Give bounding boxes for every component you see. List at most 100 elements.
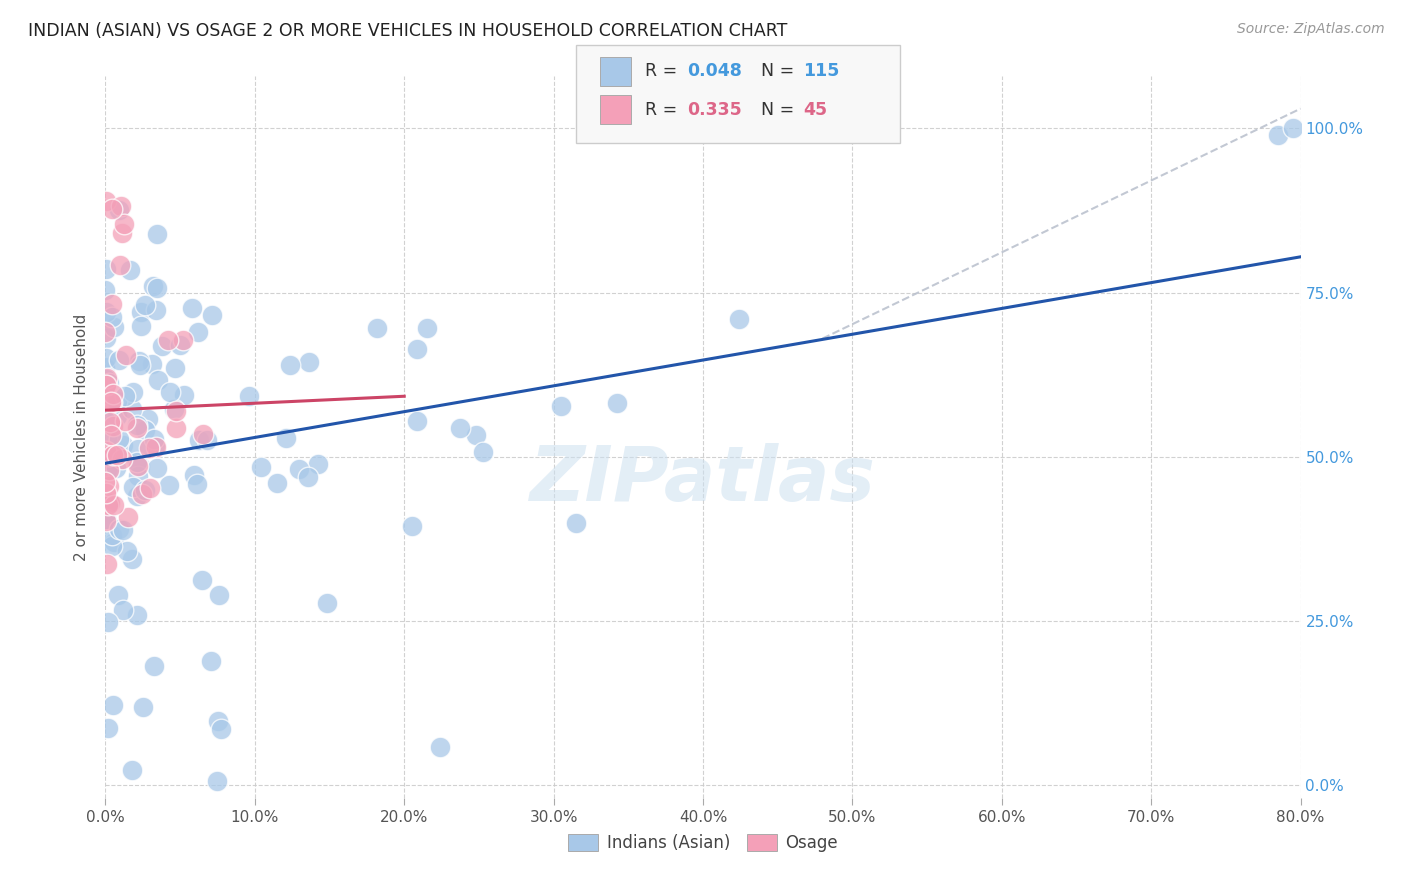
- Point: [195, 434, 218, 448]
- Point: [129, 305, 152, 319]
- Point: [96, 261, 118, 276]
- Point: [450, 421, 472, 435]
- Point: [108, 432, 131, 446]
- Point: [173, 388, 195, 402]
- Text: R =: R =: [645, 62, 683, 80]
- Point: [101, 419, 124, 434]
- Point: [307, 457, 329, 471]
- Point: [112, 438, 135, 452]
- Text: Source: ZipAtlas.com: Source: ZipAtlas.com: [1237, 22, 1385, 37]
- Point: [111, 226, 134, 240]
- Point: [117, 510, 139, 524]
- Point: [129, 359, 152, 373]
- Text: 0.048: 0.048: [688, 62, 742, 80]
- Point: [121, 551, 143, 566]
- Point: [107, 588, 129, 602]
- Point: [94, 283, 117, 297]
- Point: [98, 495, 121, 509]
- Point: [127, 469, 149, 483]
- Point: [97, 615, 120, 629]
- Point: [100, 394, 122, 409]
- Point: [200, 654, 222, 668]
- Point: [114, 414, 136, 428]
- Point: [103, 498, 125, 512]
- Point: [207, 773, 229, 788]
- Point: [127, 421, 149, 435]
- Point: [100, 447, 122, 461]
- Point: [201, 308, 224, 322]
- Point: [207, 714, 229, 728]
- Point: [105, 448, 128, 462]
- Point: [472, 445, 495, 459]
- Point: [121, 763, 143, 777]
- Point: [103, 535, 125, 549]
- Point: [94, 414, 117, 428]
- Point: [94, 325, 117, 339]
- Point: [97, 498, 120, 512]
- Point: [129, 458, 152, 473]
- Point: [297, 470, 319, 484]
- Point: [101, 202, 124, 216]
- Point: [406, 413, 429, 427]
- Point: [188, 433, 211, 447]
- Point: [143, 432, 166, 446]
- Point: [101, 297, 124, 311]
- Point: [366, 321, 388, 335]
- Point: [134, 483, 156, 497]
- Point: [145, 281, 167, 295]
- Point: [107, 394, 129, 409]
- Point: [401, 519, 423, 533]
- Point: [94, 475, 117, 490]
- Point: [97, 463, 120, 477]
- Point: [163, 361, 186, 376]
- Point: [1267, 128, 1289, 142]
- Point: [464, 427, 486, 442]
- Point: [125, 455, 148, 469]
- Point: [136, 412, 159, 426]
- Point: [238, 389, 260, 403]
- Point: [114, 389, 136, 403]
- Text: ZIPatlas: ZIPatlas: [530, 443, 876, 517]
- Point: [550, 399, 572, 413]
- Point: [107, 353, 129, 368]
- Point: [415, 320, 437, 334]
- Point: [211, 722, 233, 736]
- Text: N =: N =: [761, 101, 800, 119]
- Point: [96, 444, 118, 458]
- Y-axis label: 2 or more Vehicles in Household: 2 or more Vehicles in Household: [75, 313, 90, 561]
- Point: [104, 460, 127, 475]
- Point: [266, 475, 288, 490]
- Point: [187, 325, 209, 339]
- Point: [96, 463, 118, 477]
- Point: [142, 279, 165, 293]
- Point: [96, 378, 118, 392]
- Point: [96, 432, 118, 446]
- Point: [112, 523, 135, 537]
- Text: INDIAN (ASIAN) VS OSAGE 2 OR MORE VEHICLES IN HOUSEHOLD CORRELATION CHART: INDIAN (ASIAN) VS OSAGE 2 OR MORE VEHICL…: [28, 22, 787, 40]
- Point: [172, 333, 194, 347]
- Point: [146, 461, 169, 475]
- Point: [1282, 121, 1305, 136]
- Point: [94, 194, 117, 208]
- Point: [125, 489, 148, 503]
- Point: [207, 588, 229, 602]
- Point: [98, 415, 121, 429]
- Point: [110, 451, 132, 466]
- Point: [278, 358, 301, 372]
- Point: [150, 339, 173, 353]
- Point: [115, 348, 138, 362]
- Legend: Indians (Asian), Osage: Indians (Asian), Osage: [561, 827, 845, 859]
- Point: [125, 417, 148, 432]
- Text: 45: 45: [803, 101, 827, 119]
- Point: [94, 372, 117, 386]
- Point: [163, 402, 186, 417]
- Point: [159, 384, 181, 399]
- Point: [145, 303, 167, 318]
- Point: [103, 698, 125, 712]
- Point: [288, 462, 311, 476]
- Point: [146, 373, 169, 387]
- Point: [125, 607, 148, 622]
- Point: [131, 487, 153, 501]
- Point: [96, 376, 118, 391]
- Point: [183, 468, 205, 483]
